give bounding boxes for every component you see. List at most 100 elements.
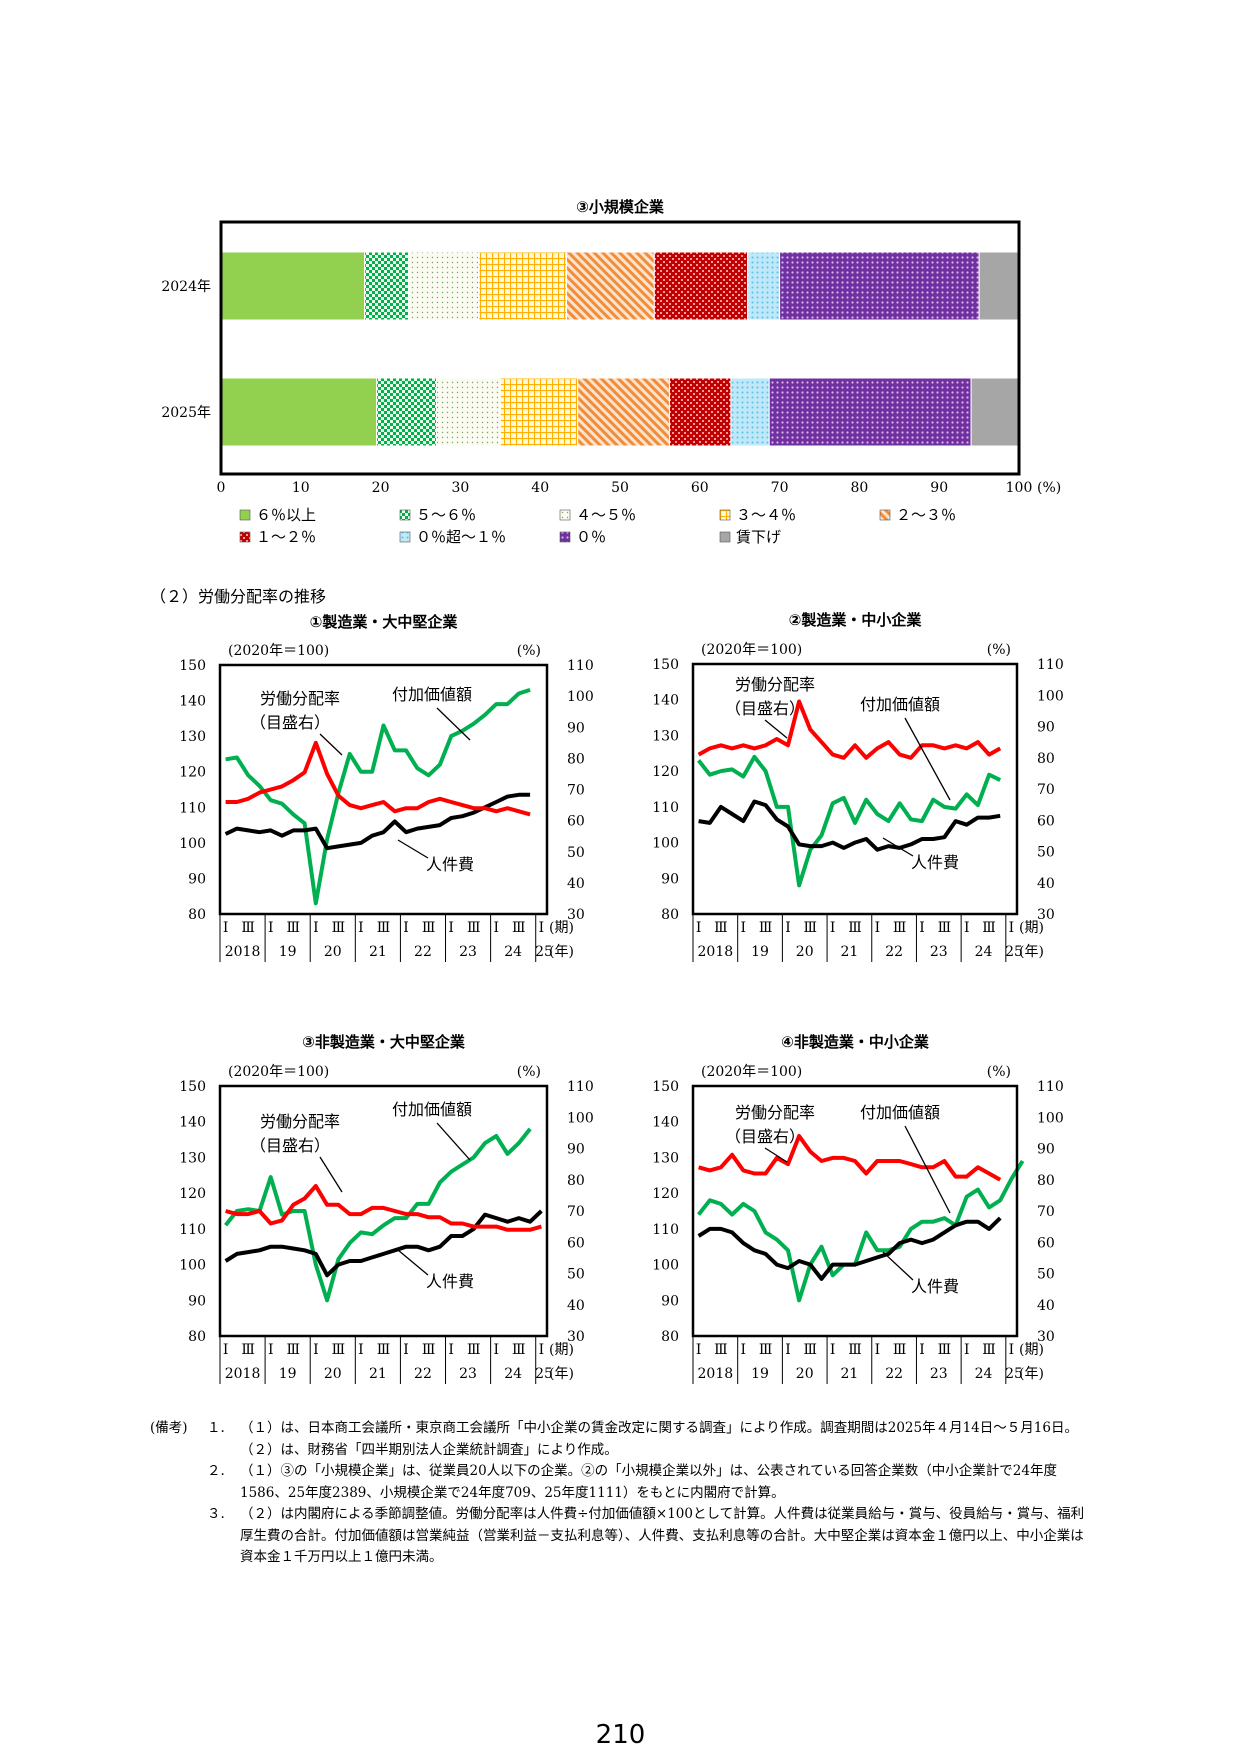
right-tick-label: 50: [567, 1267, 585, 1283]
year-label: 2018: [698, 944, 734, 960]
quarter-tick: Ⅰ: [830, 920, 836, 936]
label-value-added: 付加価値額: [860, 1103, 940, 1122]
legend-swatch: [719, 509, 731, 521]
year-unit: (年): [1019, 1366, 1044, 1382]
legend-swatch: [239, 531, 251, 543]
year-label: 19: [751, 1366, 769, 1382]
left-tick-label: 150: [652, 1079, 679, 1095]
right-tick-label: 100: [1037, 688, 1064, 704]
year-label: 2018: [225, 1366, 261, 1382]
right-tick-label: 90: [567, 720, 585, 736]
quarter-tick: Ⅲ: [938, 1342, 952, 1358]
x-tick-label: 20: [372, 480, 390, 496]
quarter-tick: Ⅲ: [332, 920, 346, 936]
right-tick-label: 70: [1037, 1204, 1055, 1220]
left-tick-label: 110: [652, 800, 679, 816]
year-unit: (年): [1019, 944, 1044, 960]
series-line-付加価値額: [697, 1159, 1025, 1303]
right-tick-label: 40: [1037, 1298, 1055, 1314]
right-axis-unit: (%): [517, 643, 541, 659]
left-tick-label: 150: [179, 658, 206, 674]
footnotes: (備考) １. （１）は、日本商工会議所・東京商工会議所「中小企業の賃金改定に関する…: [150, 1418, 1090, 1569]
left-tick-label: 120: [652, 764, 679, 780]
bar-segment-2024年-6: [747, 251, 781, 321]
year-label: 22: [885, 1366, 903, 1382]
quarter-tick: Ⅲ: [893, 920, 907, 936]
year-label: 23: [930, 1366, 948, 1382]
quarter-tick: Ⅰ: [964, 920, 970, 936]
series-line-人件費: [224, 1209, 543, 1278]
left-tick-label: 120: [179, 765, 206, 781]
bar-segment-2025年-4: [577, 377, 670, 447]
left-tick-label: 150: [179, 1079, 206, 1095]
x-tick-label: 60: [691, 480, 709, 496]
quarter-tick: Ⅰ: [919, 1342, 925, 1358]
year-label: 19: [279, 1366, 297, 1382]
year-label: 25: [535, 944, 553, 960]
right-tick-label: 70: [567, 1204, 585, 1220]
pointer-ratio: [764, 719, 788, 739]
left-tick-label: 90: [188, 1293, 206, 1309]
right-axis-unit: (%): [987, 1064, 1011, 1080]
quarter-tick: Ⅰ: [448, 920, 454, 936]
left-tick-label: 110: [179, 800, 206, 816]
legend-swatch: [719, 531, 731, 543]
pointer-value-added: [436, 707, 471, 741]
plot-frame: [691, 662, 1019, 916]
bar-segment-2025年-7: [768, 377, 972, 447]
year-label: 21: [840, 944, 858, 960]
right-tick-label: 110: [567, 658, 594, 674]
quarter-tick: Ⅰ: [313, 920, 319, 936]
year-unit: (年): [549, 944, 574, 960]
left-tick-label: 80: [661, 907, 679, 923]
quarter-tick: Ⅰ: [785, 1342, 791, 1358]
left-tick-label: 130: [652, 1150, 679, 1166]
year-label: 22: [885, 944, 903, 960]
right-tick-label: 100: [567, 689, 594, 705]
footnote-item: ２. （１）③の「小規模企業」は、従業員20人以下の企業。②の「小規模企業以外」は…: [150, 1461, 1090, 1504]
left-tick-label: 100: [179, 836, 206, 852]
year-label: 19: [751, 944, 769, 960]
quarter-tick: Ⅲ: [512, 1342, 526, 1358]
year-label: 2018: [225, 944, 261, 960]
left-tick-label: 110: [179, 1222, 206, 1238]
quarter-tick: Ⅲ: [759, 920, 773, 936]
bar-segment-2024年-0: [220, 251, 366, 321]
right-tick-label: 110: [1037, 1079, 1064, 1095]
quarter-tick: Ⅰ: [448, 1342, 454, 1358]
bar-segment-2025年-5: [668, 377, 732, 447]
quarter-tick: Ⅲ: [422, 1342, 436, 1358]
panel-title: ②製造業・中小企業: [789, 611, 923, 629]
pointer-ratio: [319, 1156, 343, 1193]
bar-segment-2024年-3: [478, 251, 568, 321]
year-label: 24: [504, 1366, 522, 1382]
series-line-労働分配率: [225, 1184, 542, 1232]
label-labor-cost: 人件費: [911, 853, 959, 872]
footnote-lead: [150, 1461, 207, 1504]
label-labor-cost: 人件費: [911, 1277, 959, 1296]
x-tick-label: 50: [611, 480, 629, 496]
label-labor-cost: 人件費: [426, 855, 474, 874]
pointer-labor-cost: [882, 1251, 914, 1281]
bar-segment-2025年-8: [970, 377, 1020, 447]
x-tick-label: 90: [930, 480, 948, 496]
legend-swatch: [879, 509, 891, 521]
bar-segment-2024年-7: [779, 251, 980, 321]
quarter-tick: Ⅲ: [848, 920, 862, 936]
left-tick-label: 100: [652, 836, 679, 852]
panel-title: ①製造業・大中堅企業: [310, 613, 459, 631]
bar-segment-2025年-2: [435, 377, 501, 447]
quarter-unit: (期): [549, 920, 574, 936]
right-tick-label: 30: [1037, 907, 1055, 923]
label-value-added: 付加価値額: [392, 685, 472, 704]
section-title: （２）労働分配率の推移: [150, 587, 326, 606]
left-axis-unit: (2020年＝100): [228, 643, 329, 659]
label-ratio: 労働分配率: [260, 1112, 340, 1131]
quarter-tick: Ⅲ: [759, 1342, 773, 1358]
plot-frame: [218, 1084, 549, 1338]
quarter-tick: Ⅲ: [467, 1342, 481, 1358]
quarter-unit: (期): [1019, 920, 1044, 936]
bar-segment-2024年-5: [653, 251, 749, 321]
label-labor-cost: 人件費: [426, 1272, 474, 1291]
pointer-value-added: [436, 1122, 471, 1161]
